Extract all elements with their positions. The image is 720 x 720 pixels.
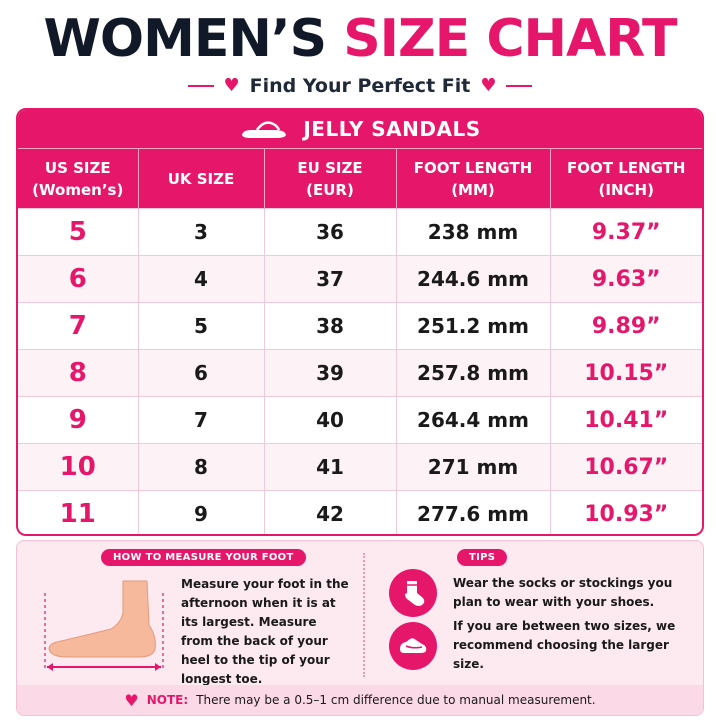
uk-size-cell: 5: [137, 302, 264, 350]
table-row: 11 9 42 277.6 mm 10.93”: [18, 490, 702, 534]
eu-size-cell: 41: [263, 443, 396, 491]
uk-size-cell: 4: [137, 255, 264, 303]
us-size-cell: 9: [18, 396, 138, 444]
eu-size-cell: 40: [263, 396, 396, 444]
us-size-cell: 11: [18, 490, 138, 534]
column-header: FOOT LENGTH (MM): [395, 148, 550, 209]
us-size-cell: 6: [18, 255, 138, 303]
foot-inch-cell: 9.37”: [549, 208, 702, 256]
eu-size-cell: 36: [263, 208, 396, 256]
tip-item: If you are between two sizes, we recomme…: [389, 617, 689, 674]
foot-mm-cell: 271 mm: [395, 443, 550, 491]
column-header: FOOT LENGTH (INCH): [549, 148, 702, 209]
header-row: US SIZE (Women’s) UK SIZE EU SIZE (EUR) FO…: [18, 148, 702, 209]
foot-mm-cell: 238 mm: [395, 208, 550, 256]
tips-label: TIPS: [457, 549, 508, 566]
column-header: EU SIZE (EUR): [263, 148, 396, 209]
table-row: 5 3 36 238 mm 9.37”: [18, 208, 702, 256]
uk-size-cell: 6: [137, 349, 264, 397]
tip-text: Wear the socks or stockings you plan to …: [453, 576, 673, 609]
foot-inch-cell: 9.63”: [549, 255, 702, 303]
table-row: 9 7 40 264.4 mm 10.41”: [18, 396, 702, 444]
measure-instructions: Measure your foot in the afternoon when …: [181, 577, 349, 686]
note-bar: ♥ NOTE: There may be a 0.5–1 cm differen…: [17, 685, 703, 715]
us-size-cell: 10: [18, 443, 138, 491]
eu-size-cell: 42: [263, 490, 396, 534]
banner-title: JELLY SANDALS: [303, 117, 481, 141]
uk-size-cell: 8: [137, 443, 264, 491]
title-women: WOMEN’S: [43, 9, 328, 69]
table-row: 7 5 38 251.2 mm 9.89”: [18, 302, 702, 350]
heart-icon: ♥: [124, 690, 139, 710]
eu-size-cell: 38: [263, 302, 396, 350]
eu-size-cell: 39: [263, 349, 396, 397]
us-size-cell: 8: [18, 349, 138, 397]
foot-mm-cell: 277.6 mm: [395, 490, 550, 534]
subtitle: Find Your Perfect Fit: [249, 75, 471, 97]
table-row: 8 6 39 257.8 mm 10.15”: [18, 349, 702, 397]
measure-label: HOW TO MEASURE YOUR FOOT: [101, 549, 306, 566]
uk-size-cell: 3: [137, 208, 264, 256]
title-size-chart: SIZE CHART: [343, 9, 677, 69]
note-text: There may be a 0.5–1 cm difference due t…: [196, 693, 596, 707]
size-table: US SIZE (Women’s) UK SIZE EU SIZE (EUR) FO…: [18, 148, 702, 534]
column-header: UK SIZE: [137, 148, 264, 209]
foot-mm-cell: 244.6 mm: [395, 255, 550, 303]
foot-icon: [44, 580, 164, 671]
table-banner: JELLY SANDALS: [18, 110, 702, 148]
heart-icon: ♥: [223, 75, 240, 96]
heart-icon: ♥: [480, 75, 497, 96]
sock-icon: [389, 569, 437, 617]
us-size-cell: 7: [18, 302, 138, 350]
panel-divider: [363, 553, 365, 677]
right-dash: [506, 85, 533, 87]
shoe-icon: [389, 621, 437, 670]
table-row: 10 8 41 271 mm 10.67”: [18, 443, 702, 491]
foot-inch-cell: 10.67”: [549, 443, 702, 491]
size-table-card: JELLY SANDALS US SIZE (Women’s) UK SIZE E…: [16, 108, 704, 536]
uk-size-cell: 7: [137, 396, 264, 444]
foot-mm-cell: 257.8 mm: [395, 349, 550, 397]
foot-mm-cell: 264.4 mm: [395, 396, 550, 444]
eu-size-cell: 37: [263, 255, 396, 303]
tip-text: If you are between two sizes, we recomme…: [453, 619, 676, 671]
subtitle-row: ♥ Find Your Perfect Fit ♥: [0, 72, 720, 100]
note-label: NOTE:: [146, 693, 189, 707]
page-title: WOMEN’S SIZE CHART: [0, 10, 720, 68]
left-dash: [187, 85, 214, 87]
column-header: US SIZE (Women’s): [18, 148, 138, 209]
foot-inch-cell: 10.93”: [549, 490, 702, 534]
foot-inch-cell: 10.15”: [549, 349, 702, 397]
sandal-icon: [242, 121, 287, 138]
foot-inch-cell: 9.89”: [549, 302, 702, 350]
us-size-cell: 5: [18, 208, 138, 256]
foot-inch-cell: 10.41”: [549, 396, 702, 444]
info-panel: HOW TO MEASURE YOUR FOOT Measure your fo…: [16, 540, 704, 716]
uk-size-cell: 9: [137, 490, 264, 534]
foot-mm-cell: 251.2 mm: [395, 302, 550, 350]
tip-item: Wear the socks or stockings you plan to …: [389, 569, 689, 617]
table-row: 6 4 37 244.6 mm 9.63”: [18, 255, 702, 303]
